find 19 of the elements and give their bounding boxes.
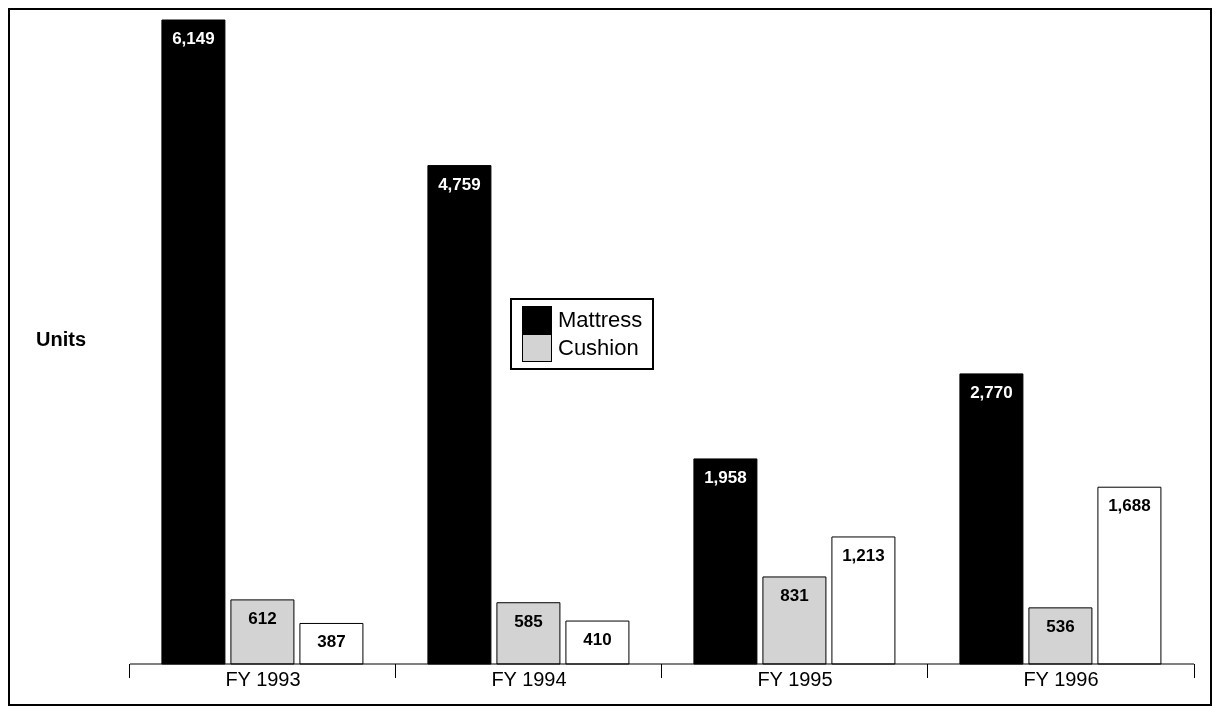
x-tick-label: FY 1996 — [1023, 668, 1099, 690]
legend-label: Mattress — [558, 306, 643, 334]
y-axis-title: Units — [36, 328, 86, 351]
x-tick-label: FY 1994 — [491, 668, 567, 690]
data-label: 1,688 — [1108, 496, 1151, 516]
data-label: 4,759 — [438, 174, 481, 194]
data-label: 585 — [514, 611, 543, 631]
x-tick-label: FY 1995 — [757, 668, 833, 690]
data-label: 831 — [780, 585, 809, 605]
x-tick-label: FY 1993 — [225, 668, 301, 690]
data-label: 6,149 — [172, 29, 215, 48]
data-label: 536 — [1046, 616, 1075, 636]
legend-label: Cushion — [558, 334, 639, 362]
data-label: 1,213 — [842, 545, 885, 565]
data-label: 612 — [248, 608, 277, 628]
data-label: 387 — [317, 632, 346, 652]
data-label: 410 — [583, 630, 612, 650]
data-label: 1,958 — [704, 467, 747, 487]
data-label: 2,770 — [970, 382, 1013, 402]
